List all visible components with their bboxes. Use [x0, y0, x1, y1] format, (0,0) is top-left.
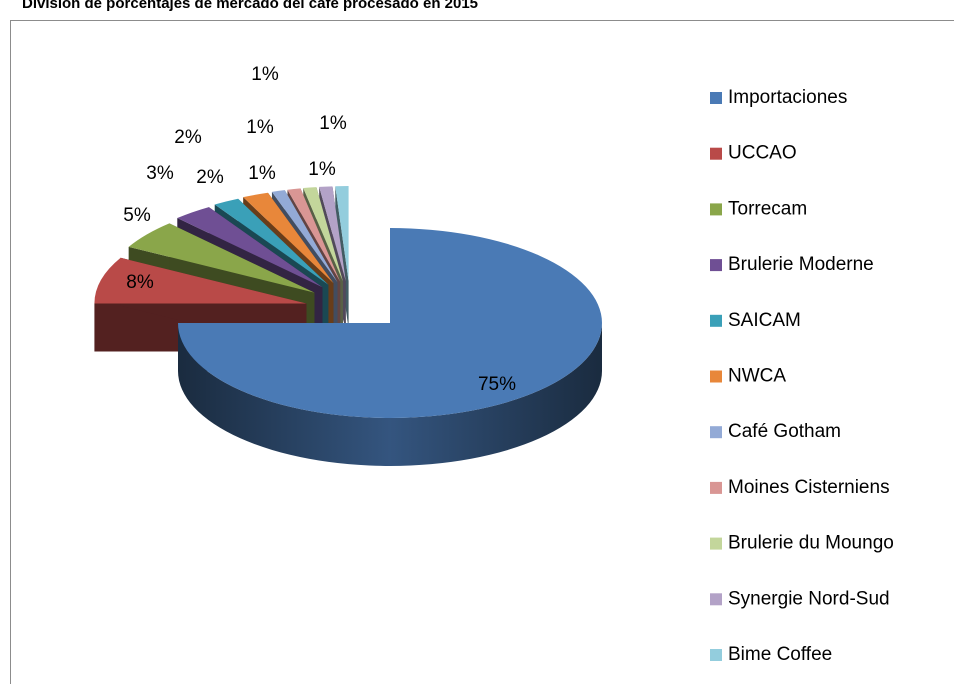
data-label: 5% [123, 205, 151, 226]
chart-title: División de porcentajes de mercado del c… [22, 0, 478, 12]
data-label: 75% [478, 374, 516, 395]
legend-swatch [710, 259, 722, 272]
data-label: 1% [308, 159, 336, 180]
slice-wall [178, 323, 602, 466]
legend-swatch [710, 481, 722, 494]
slice [335, 186, 349, 282]
legend-swatch [710, 147, 722, 160]
legend-label: Brulerie Moderne [728, 254, 874, 275]
data-label: 1% [248, 163, 276, 184]
legend-swatch [710, 537, 722, 550]
slice [214, 198, 329, 285]
slice [287, 188, 341, 282]
legend-swatch [710, 92, 722, 104]
legend-swatch [710, 370, 722, 383]
legend-swatch [710, 649, 722, 661]
data-label: 3% [146, 163, 174, 184]
legend-label: Bime Coffee [728, 644, 832, 665]
data-label: 2% [196, 167, 224, 188]
legend-swatch [710, 314, 722, 327]
legend-label: UCCAO [728, 143, 797, 164]
legend-label: NWCA [728, 366, 786, 387]
legend-swatch [710, 593, 722, 606]
slice [319, 186, 346, 282]
slice [128, 223, 315, 293]
data-label: 2% [174, 127, 202, 148]
data-label: 1% [251, 64, 279, 85]
slice [303, 187, 343, 282]
legend-label: Café Gotham [728, 421, 841, 442]
slice [271, 190, 338, 283]
legend-swatch [710, 426, 722, 439]
slice [178, 228, 602, 418]
legend-label: Moines Cisterniens [728, 477, 890, 498]
legend-label: Importaciones [728, 87, 847, 108]
legend-label: Brulerie du Moungo [728, 533, 894, 554]
slice [94, 257, 307, 304]
legend-label: Synergie Nord-Sud [728, 588, 890, 609]
slice [177, 207, 323, 288]
legend-label: SAICAM [728, 310, 801, 331]
slice [243, 192, 334, 284]
data-label: 1% [246, 117, 274, 138]
legend-label: Torrecam [728, 198, 807, 219]
data-label: 1% [319, 113, 347, 134]
data-label: 8% [126, 272, 154, 293]
legend-swatch [710, 203, 722, 216]
